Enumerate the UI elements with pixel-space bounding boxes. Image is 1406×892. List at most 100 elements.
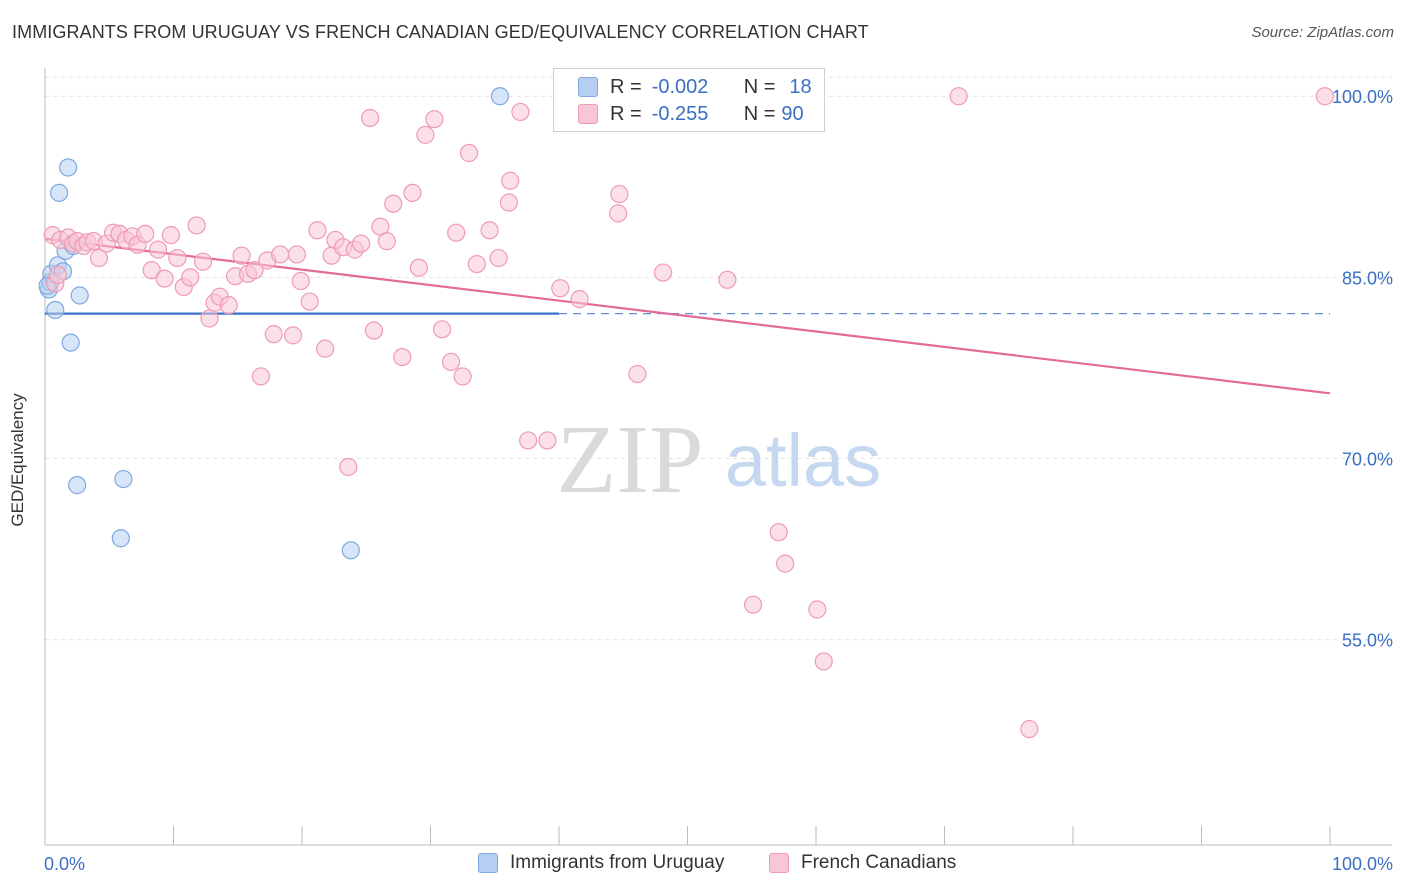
french-canadian-point — [200, 309, 219, 328]
stats-legend: R = -0.002 N = 18 R = -0.255 N = 90 — [553, 68, 825, 132]
french-canadian-point — [1315, 87, 1334, 106]
french-canadian-point — [776, 554, 795, 573]
french-canadian-point — [155, 269, 174, 288]
uruguay-point — [61, 333, 80, 352]
french-canadian-point — [511, 102, 530, 122]
uruguay-point — [490, 87, 509, 106]
french-canadian-point — [287, 245, 306, 264]
french-canadian-point — [499, 193, 518, 212]
french-canadian-point — [148, 240, 168, 259]
legend-swatch-blue — [478, 853, 498, 873]
french-canadian-point — [718, 270, 737, 289]
uruguay-point — [111, 529, 130, 548]
french-canadian-point — [193, 252, 213, 271]
french-canadian-point — [570, 290, 589, 309]
french-canadian-point — [136, 224, 155, 244]
uruguay-point — [70, 286, 89, 305]
legend-row-uruguay: R = -0.002 N = 18 — [578, 73, 812, 101]
french-canadian-point — [814, 652, 833, 671]
french-canadian-point — [361, 108, 380, 128]
french-canadian-point — [769, 523, 788, 542]
legend-item-uruguay: Immigrants from Uruguay — [478, 852, 724, 874]
legend-r-value: -0.255 — [651, 102, 709, 125]
french-canadian-point — [339, 457, 358, 477]
french-canadian-point — [447, 223, 466, 242]
french-canadian-point — [467, 255, 486, 274]
legend-swatch-pink — [769, 853, 789, 873]
french-canadian-point — [425, 110, 444, 129]
y-tick-label: 85.0% — [1342, 268, 1393, 288]
french-canadian-point — [432, 320, 452, 339]
french-canadian-point — [808, 600, 827, 619]
french-canadian-point — [393, 347, 412, 367]
y-axis-label: GED/Equivalency — [8, 393, 27, 527]
french-canadian-point — [89, 248, 109, 268]
french-canadian-point — [416, 125, 435, 144]
french-canadian-point — [403, 183, 422, 202]
french-canadian-point — [538, 431, 557, 450]
y-tick-label: 55.0% — [1342, 631, 1393, 651]
french-canadian-point — [489, 248, 508, 268]
legend-r-label: R = — [610, 75, 642, 98]
french-canadian-point — [251, 367, 270, 386]
french-canadian-point — [142, 261, 161, 280]
legend-n-value: 90 — [781, 102, 804, 125]
french-canadian-point — [219, 296, 238, 315]
legend-n-label: N = — [743, 102, 776, 125]
legend-row-french: R = -0.255 N = 90 — [578, 100, 804, 128]
french-canadian-point — [459, 143, 479, 163]
french-canadian-point — [48, 265, 67, 285]
french-canadian-point — [271, 245, 290, 264]
grid-lines — [45, 76, 1392, 641]
watermark-atlas: atlas — [725, 419, 881, 502]
french-canadian-point — [291, 271, 310, 291]
french-canadian-point — [316, 339, 335, 358]
french-canadian-point — [364, 321, 384, 340]
legend-item-label: French Canadians — [801, 852, 957, 873]
bottom-legend: Immigrants from Uruguay French Canadians — [0, 850, 1406, 878]
legend-n-label: N = — [743, 75, 776, 98]
french-canadian-point — [610, 184, 629, 204]
french-canadian-point — [264, 325, 283, 344]
x-tick-label: 0.0% — [44, 854, 85, 874]
uruguay-point — [59, 158, 78, 177]
french-canadian-point — [245, 261, 264, 280]
french-canadian-point — [441, 352, 461, 372]
french-canadian-point — [453, 367, 472, 386]
french-canadian-point — [181, 268, 200, 287]
uruguay-point — [68, 476, 87, 495]
french-canadian-point — [480, 221, 499, 240]
y-tick-label: 100.0% — [1332, 87, 1393, 107]
french-canadian-point — [352, 234, 371, 253]
legend-swatch-pink — [578, 104, 598, 124]
tick-labels: 100.0% 85.0% 70.0% 55.0% 0.0% 100.0% — [44, 87, 1393, 874]
uruguay-point — [341, 541, 360, 560]
french-canadian-point — [308, 221, 327, 240]
axes — [44, 68, 1392, 846]
watermark: ZIP atlas — [557, 406, 882, 514]
french-canadian-point — [1020, 719, 1039, 739]
legend-item-french: French Canadians — [769, 852, 956, 874]
french-canadian-point — [187, 216, 206, 235]
x-tick-label: 100.0% — [1332, 854, 1393, 874]
uruguay-point — [114, 469, 133, 489]
watermark-zip: ZIP — [557, 406, 704, 514]
data-points — [38, 87, 1334, 739]
legend-swatch-blue — [578, 77, 598, 97]
french-canadian-point — [409, 258, 429, 277]
french-canadian-point — [653, 263, 673, 282]
french-canadian-point — [949, 87, 968, 106]
french-canadian-point — [300, 292, 319, 311]
french-canadian-point — [501, 171, 520, 190]
uruguay-point — [46, 300, 65, 320]
source-label: Source: ZipAtlas.com — [1251, 24, 1394, 41]
legend-n-value: 18 — [789, 75, 812, 98]
french-canadian-point — [609, 204, 628, 223]
french-canadian-point — [168, 248, 187, 268]
uruguay-point — [50, 183, 69, 202]
french-canadian-point — [743, 595, 763, 614]
french-canadian-point — [519, 431, 538, 450]
legend-item-label: Immigrants from Uruguay — [510, 852, 725, 873]
french-canadian-point — [384, 194, 403, 213]
